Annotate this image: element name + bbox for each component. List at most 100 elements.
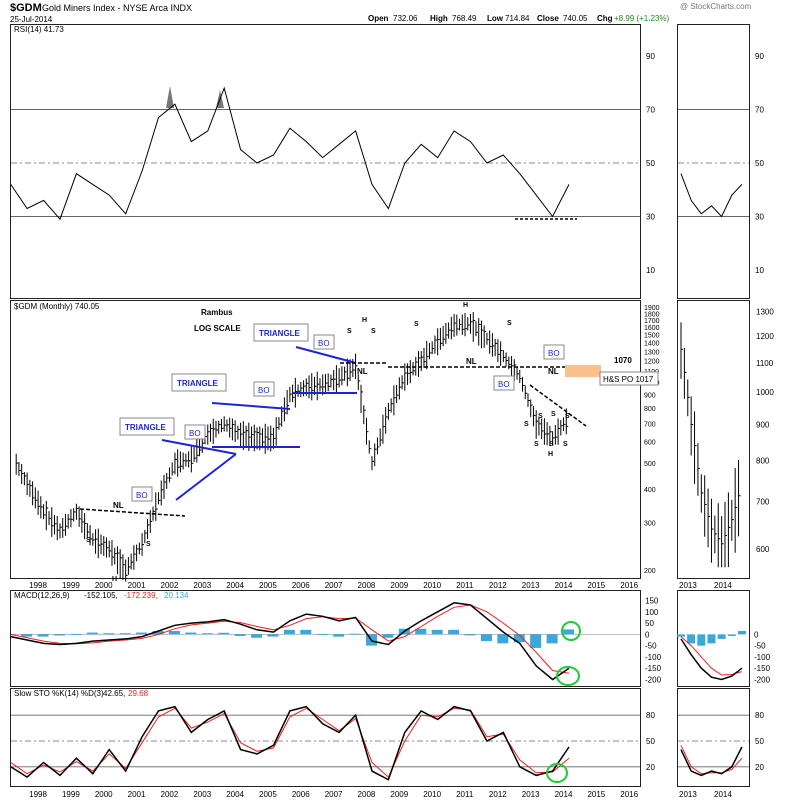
price-bar [158, 492, 161, 505]
price-bar [231, 418, 235, 441]
price-bar [84, 513, 87, 540]
price-bar [37, 490, 41, 515]
price-tick-1700: 1700 [644, 318, 660, 325]
price-bar [453, 314, 457, 337]
price-inset-tick-600: 600 [756, 545, 770, 554]
rsi-legend: RSI(14) 41.73 [14, 25, 64, 34]
price-bar [401, 375, 405, 390]
price-bar [160, 480, 164, 506]
price-tick-600: 600 [644, 440, 656, 447]
stoch-inset-xtick-2014: 2014 [714, 790, 732, 799]
macd-legend-name: MACD(12,26,9) [14, 591, 70, 600]
price-bar [319, 378, 322, 392]
price-xtick-2014: 2014 [555, 581, 573, 590]
stoch-xtick-1999: 1999 [62, 790, 80, 799]
macd-hist-bar [70, 633, 82, 635]
price-xtick-2011: 2011 [456, 581, 474, 590]
price-bar [461, 314, 465, 335]
price-bar [464, 312, 468, 337]
macd-hist-bar [218, 632, 230, 635]
stoch-highlight-circle [546, 763, 568, 783]
price-inset-tick-1100: 1100 [756, 359, 774, 368]
price-bar [89, 525, 93, 546]
nl-label-2014: NL [548, 367, 559, 376]
s-label-3: S [347, 328, 352, 335]
macd-hist-bar [21, 634, 33, 637]
stochastic-panel: Slow STO %K(14) %D(3) 42.65, 29.68 20 50 8… [10, 689, 764, 799]
price-xtick-2010: 2010 [423, 581, 441, 590]
price-tick-1300: 1300 [644, 349, 660, 356]
macd-hist-bar [316, 633, 328, 635]
stoch-xtick-2001: 2001 [128, 790, 146, 799]
price-bar [127, 557, 131, 575]
price-bar [168, 467, 172, 483]
price-bar [103, 536, 106, 556]
rsi-tick-30: 30 [646, 213, 655, 222]
price-inset-tick-1000: 1000 [756, 388, 774, 397]
stoch-y-ticks: 20 50 80 [646, 711, 655, 772]
price-bar [86, 523, 90, 538]
price-tick-800: 800 [644, 406, 656, 413]
price-bar [459, 318, 462, 331]
stoch-inset-tick-20: 20 [755, 763, 764, 772]
stoch-xtick-1998: 1998 [29, 790, 47, 799]
open-label: Open [368, 14, 389, 23]
stoch-legend-k: 42.65, [103, 689, 125, 698]
s-label-5: S [414, 321, 419, 328]
bo-tag-4: BO [318, 339, 330, 348]
price-bar [428, 342, 432, 360]
nl-label-2008: NL [357, 367, 368, 376]
triangle-tag-3-text: TRIANGLE [259, 329, 301, 338]
price-bar [554, 425, 558, 445]
price-bar [535, 410, 539, 439]
macd-hist-bar [415, 628, 427, 635]
target-box [565, 365, 601, 377]
price-bar [29, 479, 32, 497]
price-bar [240, 422, 243, 447]
price-inset-bar [710, 498, 714, 563]
price-tick-700: 700 [644, 422, 656, 429]
macd-inset-tick--200: -200 [754, 675, 771, 684]
price-bar [286, 389, 290, 415]
price-y-ticks: 2003004005006007008009001000110012001300… [644, 305, 660, 575]
price-bar [398, 377, 402, 400]
price-bar [166, 472, 169, 489]
price-bar [333, 370, 336, 391]
macd-hist-bar [546, 634, 558, 644]
stoch-xtick-2002: 2002 [161, 790, 179, 799]
price-xtick-2002: 2002 [161, 581, 179, 590]
macd-tick-150: 150 [645, 597, 659, 606]
rambus-label: Rambus [201, 308, 233, 317]
price-bar [483, 325, 487, 348]
price-bar [478, 318, 481, 346]
price-tick-1200: 1200 [644, 359, 660, 366]
price-bar [385, 407, 388, 434]
stoch-tick-50: 50 [646, 737, 655, 746]
index-name-label: Gold Miners Index - NYSE Arca INDX [42, 3, 192, 13]
price-inset-bar [683, 347, 687, 399]
price-bar [396, 385, 399, 403]
price-bar [18, 461, 21, 476]
price-bar [527, 393, 530, 407]
price-xtick-2008: 2008 [358, 581, 376, 590]
price-bar [177, 449, 180, 477]
price-bar [450, 316, 454, 340]
price-bar [470, 313, 473, 334]
stoch-inset-x-ticks: 2013 2014 [679, 790, 732, 799]
price-inset-tick-1300: 1300 [756, 308, 774, 317]
price-bar [125, 559, 128, 582]
price-bar [215, 420, 218, 438]
price-inset-y-ticks: 600 700 800 900 1000 1100 1200 1300 [756, 308, 774, 554]
price-xtick-2007: 2007 [325, 581, 343, 590]
stoch-inset-tick-80: 80 [755, 711, 764, 720]
macd-hist-bar [464, 634, 476, 636]
macd-hist-bar [53, 634, 65, 636]
macd-inset-hist-bar [697, 634, 706, 646]
price-bars [15, 312, 569, 582]
price-bar [475, 321, 478, 337]
log-scale-label: LOG SCALE [194, 324, 241, 333]
triangle-tag-3: TRIANGLE [253, 323, 309, 342]
rsi-y-ticks: 10 30 50 70 90 [646, 52, 655, 275]
price-bar [67, 514, 71, 529]
triangle-tag-2: TRIANGLE [171, 373, 227, 392]
